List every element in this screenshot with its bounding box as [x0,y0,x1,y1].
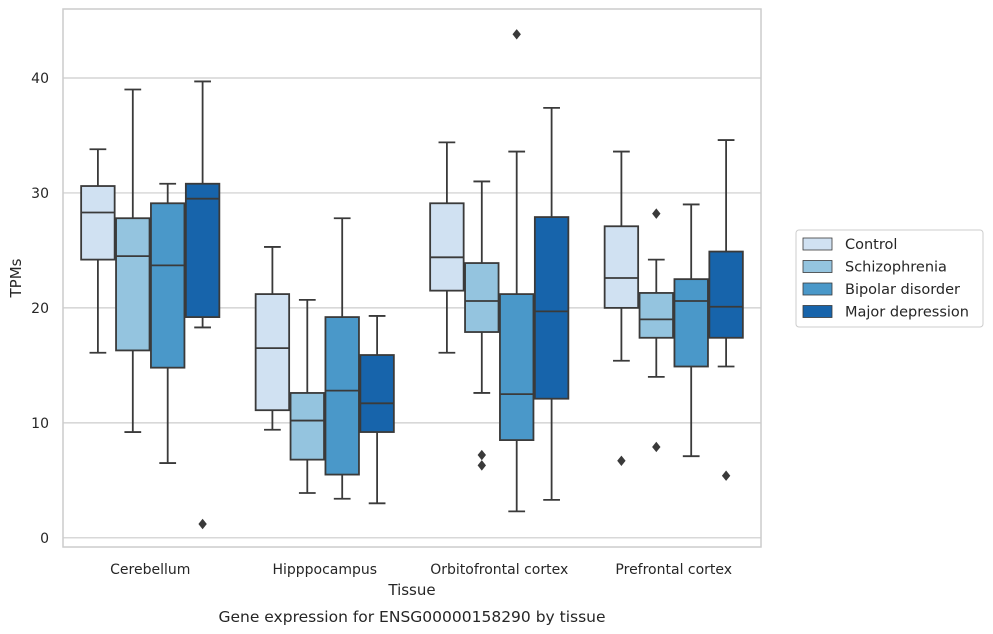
iqr-box [673,278,709,368]
iqr-box [464,262,500,333]
y-ticks: 0 10 20 30 40 [31,71,49,547]
iqr-box [499,293,535,441]
outlier-point [617,455,626,466]
iqr-box [150,202,186,369]
iqr-box [115,217,151,352]
legend-swatch [802,260,833,273]
iqr-box [359,354,395,433]
box-bipolar-disorder [673,203,709,458]
box-control [603,150,640,466]
box-schizophrenia [289,298,325,494]
outlier-point [477,460,486,471]
outlier-point [721,470,731,481]
iqr-box [289,392,325,461]
iqr-box [254,293,291,412]
y-tick-label: 10 [31,416,49,432]
iqr-box [184,182,221,318]
iqr-box [708,250,744,339]
y-tick-label: 40 [31,71,49,87]
x-tick-label: Cerebellum [110,562,190,578]
legend: Control Schizophrenia Bipolar disorder Majo… [795,229,984,328]
legend-label: Schizophrenia [845,260,947,276]
box-bipolar-disorder [324,217,360,500]
x-axis-label: Tissue [387,581,435,599]
legend-swatch [802,237,833,251]
x-ticks: Cerebellum Hipppocampus Orbitofrontal cort… [110,562,732,578]
iqr-box [603,225,640,309]
y-tick-label: 30 [31,186,49,202]
legend-swatch [802,305,833,318]
outlier-point [652,208,661,219]
outlier-point [512,29,521,40]
x-tick-label: Hipppocampus [272,562,377,578]
box-major-depression [708,139,744,481]
boxes [80,29,744,530]
y-tick-label: 20 [31,301,49,317]
y-axis-label: TPMs [7,258,25,298]
box-schizophrenia [464,180,500,471]
iqr-box [533,216,570,400]
box-schizophrenia [115,88,151,433]
box-major-depression [533,106,570,501]
x-tick-label: Orbitofrontal cortex [430,562,568,578]
x-tick-label: Prefrontal cortex [615,562,732,578]
iqr-box [80,185,116,261]
outlier-point [198,518,207,530]
box-bipolar-disorder [150,182,186,464]
iqr-box [638,292,674,339]
outlier-point [477,449,486,461]
box-control [429,141,465,354]
box-major-depression [359,315,395,505]
chart-caption: Gene expression for ENSG00000158290 by t… [218,608,605,626]
iqr-box [429,202,465,292]
box-schizophrenia [638,208,674,453]
legend-frame [795,229,984,328]
legend-swatch [802,282,833,296]
outlier-point [652,441,661,453]
iqr-box [324,316,360,476]
plot-frame [62,8,762,548]
box-major-depression [184,80,221,530]
legend-label: Bipolar disorder [845,282,960,298]
box-bipolar-disorder [499,29,535,513]
legend-label: Control [845,237,897,253]
legend-label: Major depression [845,305,969,321]
box-control [80,148,116,354]
y-tick-label: 0 [40,531,49,547]
box-control [254,246,291,431]
